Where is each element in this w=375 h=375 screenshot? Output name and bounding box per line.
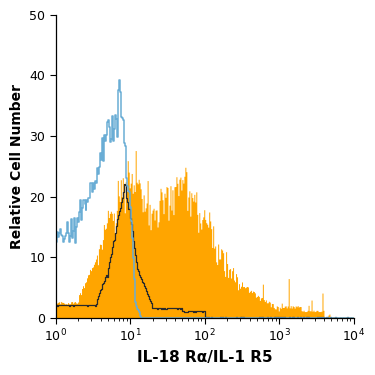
X-axis label: IL-18 Rα/IL-1 R5: IL-18 Rα/IL-1 R5 bbox=[137, 350, 273, 365]
Y-axis label: Relative Cell Number: Relative Cell Number bbox=[10, 84, 24, 249]
